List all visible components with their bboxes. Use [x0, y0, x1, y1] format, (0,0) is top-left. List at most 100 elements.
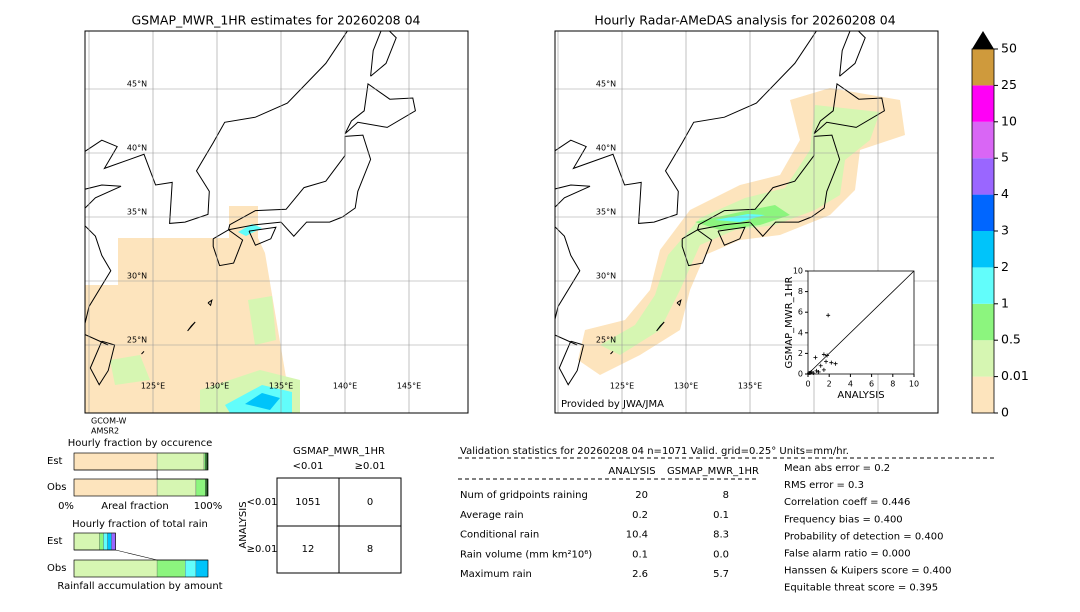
- fraction-segment: [111, 532, 116, 551]
- x-axis-label: ANALYSIS: [837, 390, 884, 401]
- bar-frame: [73, 559, 209, 578]
- row-title: ANALYSIS: [238, 501, 249, 548]
- colorbar-label: 2: [1001, 259, 1009, 274]
- column-header: ANALYSIS: [608, 466, 655, 477]
- lon-label: 135°E: [738, 382, 762, 391]
- row-label: Est: [47, 536, 63, 547]
- table-cell: 0: [367, 497, 373, 508]
- x-axis-label: Areal fraction: [101, 501, 168, 512]
- colorbar-label: 25: [1001, 77, 1017, 92]
- score: RMS error = 0.3: [784, 480, 864, 491]
- coastline: [89, 340, 116, 386]
- colorbar-segment: [972, 231, 994, 268]
- fraction-segment: [103, 532, 108, 551]
- lon-label: 130°E: [205, 382, 229, 391]
- y-tick-label: 2: [798, 349, 803, 358]
- connector: [74, 549, 208, 561]
- y-tick-label: 8: [798, 287, 803, 296]
- scatter-point: [809, 369, 814, 374]
- coastline: [676, 299, 682, 307]
- colorbar-segment: [972, 267, 994, 304]
- lat-label: 45°N: [127, 80, 147, 89]
- fraction-segment: [195, 478, 206, 497]
- fraction-segment: [195, 559, 209, 578]
- stat-value: 8.3: [713, 530, 729, 541]
- x-tick-label: 8: [890, 380, 895, 389]
- lat-label: 25°N: [127, 336, 147, 345]
- stat-label: Maximum rain: [460, 569, 532, 580]
- table-cell: 8: [367, 544, 373, 555]
- score: Mean abs error = 0.2: [784, 463, 890, 474]
- lon-label: 145°E: [397, 382, 421, 391]
- coastline: [717, 226, 746, 246]
- coastline: [656, 321, 665, 332]
- score: Hanssen & Kuipers score = 0.400: [784, 566, 951, 577]
- lat-label: 45°N: [596, 80, 616, 89]
- colorbar-label: 5: [1001, 150, 1009, 165]
- x-tick-label: 0: [805, 380, 810, 389]
- fraction-segment: [99, 532, 104, 551]
- stat-value: 0.1: [632, 549, 648, 560]
- colorbar-label: 1: [1001, 295, 1009, 310]
- colorbar-label: 4: [1001, 186, 1009, 201]
- colorbar-segment: [972, 340, 994, 377]
- coastline: [141, 351, 145, 355]
- y-tick-label: 4: [798, 328, 803, 337]
- score: Frequency bias = 0.400: [784, 514, 903, 525]
- stat-label: Rain volume (mm km²10⁶): [460, 549, 592, 560]
- map-title: GSMAP_MWR_1HR estimates for 20260208 04: [132, 13, 421, 28]
- scatter-point: [814, 368, 819, 373]
- scatter-point: [811, 370, 816, 375]
- scatter-point: [825, 353, 830, 358]
- row-label: Obs: [47, 482, 66, 493]
- coastline: [228, 134, 372, 237]
- row-header: ≥0.01: [247, 544, 278, 555]
- map-title: Hourly Radar-AMeDAS analysis for 2026020…: [594, 13, 895, 28]
- scatter-point: [821, 367, 826, 372]
- scatter-point: [816, 369, 821, 374]
- y-tick-label: 10: [793, 267, 803, 276]
- lon-label: 130°E: [674, 382, 698, 391]
- stat-label: Num of gridpoints raining: [460, 490, 588, 501]
- coastline: [207, 299, 213, 307]
- satellite: GCOM-W: [91, 417, 127, 426]
- lon-label: 140°E: [333, 382, 357, 391]
- scatter-point: [813, 355, 818, 360]
- coastline: [697, 134, 841, 237]
- colorbar-label: 0: [1001, 405, 1009, 420]
- stat-label: Conditional rain: [460, 530, 539, 541]
- lat-label: 30°N: [596, 272, 616, 281]
- stat-value: 5.7: [713, 569, 729, 580]
- table-cell: 1051: [295, 497, 320, 508]
- fraction-segment: [156, 559, 186, 578]
- x-tick-label: 2: [827, 380, 832, 389]
- coastline: [248, 226, 277, 246]
- map-left: [85, 31, 468, 413]
- lat-label: 25°N: [596, 336, 616, 345]
- score: Probability of detection = 0.400: [784, 531, 943, 542]
- row-label: Est: [47, 456, 63, 467]
- scatter-point: [833, 361, 838, 366]
- panel-title: Hourly fraction of total rain: [72, 519, 208, 530]
- colorbar-segment: [972, 303, 994, 341]
- column-header: <0.01: [293, 461, 324, 472]
- colorbar-segment: [972, 85, 994, 122]
- scatter-point: [824, 359, 829, 364]
- score: Correlation coeff = 0.446: [784, 497, 910, 508]
- lat-label: 30°N: [127, 272, 147, 281]
- stat-value: 8: [723, 490, 729, 501]
- lon-label: 125°E: [610, 382, 634, 391]
- coastline: [813, 83, 885, 135]
- lat-label: 35°N: [127, 208, 147, 217]
- colorbar-segment: [972, 376, 994, 413]
- scatter-point: [821, 352, 826, 357]
- fraction-segment: [107, 532, 112, 551]
- panel-title: Hourly fraction by occurence: [68, 438, 212, 449]
- bar-frame: [73, 478, 209, 497]
- x-tick-label: 100%: [194, 501, 223, 512]
- stat-value: 20: [635, 490, 648, 501]
- row-header: <0.01: [247, 497, 278, 508]
- stat-value: 0.1: [713, 510, 729, 521]
- y-tick-label: 6: [798, 308, 803, 317]
